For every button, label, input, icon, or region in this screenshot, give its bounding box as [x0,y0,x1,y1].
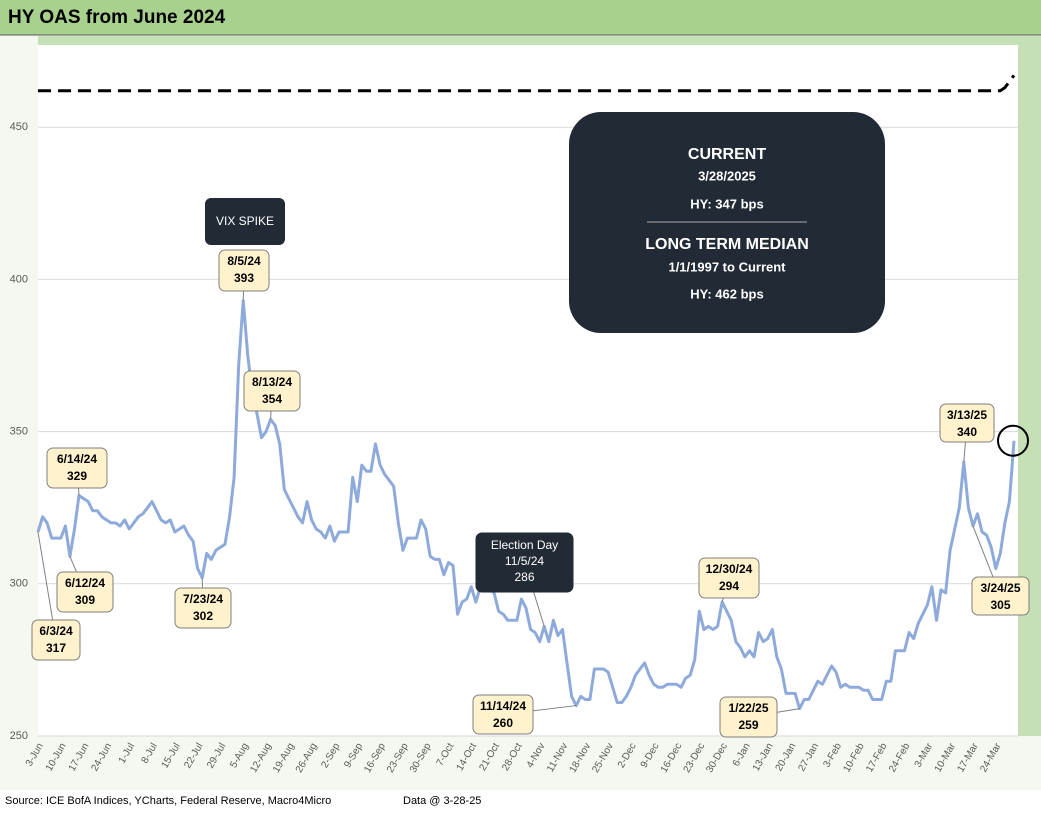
annotation-box [46,447,108,489]
annotation-date: 6/3/24 [39,624,73,638]
y-tick-label: 400 [10,273,28,285]
annotation-date: 1/22/25 [728,701,768,715]
annotation-date: 6/12/24 [65,576,105,590]
annotation-box [174,587,232,629]
annotation-box [971,576,1030,616]
y-tick-label: 350 [10,426,28,438]
vix-label: VIX SPIKE [216,214,274,228]
annotation-value: 329 [67,469,87,483]
y-tick-label: 250 [10,730,28,742]
chart-title: HY OAS from June 2024 [8,7,226,28]
annotation-value: 354 [262,392,282,406]
annotation-date: 11/5/24 [505,554,544,568]
annotation-value: 259 [738,718,758,732]
annotation-date: 3/24/25 [980,581,1020,595]
annotation-box [243,370,301,412]
annotation-box [939,403,995,443]
annotation-box [218,249,270,292]
annotation-value: 260 [493,716,513,730]
title-bar [0,0,1041,35]
annotation-value: 286 [514,570,534,584]
annotation-date: 12/30/24 [706,562,753,576]
annotation-value: 294 [719,579,739,593]
annotation-date: 8/5/24 [227,254,261,268]
axis-area [0,36,38,790]
annotation-box [719,696,778,738]
annotation-value: 309 [75,593,95,607]
y-tick-label: 450 [10,121,28,133]
annotation-box [475,532,574,593]
annotation-value: 317 [46,641,66,655]
annotation-box [472,694,534,735]
annotation-box [698,557,760,599]
info-text: HY: 347 bps [690,196,763,211]
annotation-box [56,571,114,613]
annotation-title: Election Day [491,538,558,552]
annotation-value: 340 [957,425,977,439]
annotation-value: 393 [234,271,254,285]
annotation-date: 8/13/24 [252,375,292,389]
median-line [38,74,1016,93]
data-date: Data @ 3-28-25 [403,795,481,807]
y-tick-label: 300 [10,578,28,590]
info-text: 3/28/2025 [698,168,756,183]
info-text: 1/1/1997 to Current [668,259,786,274]
info-text: CURRENT [688,146,766,163]
source: Source: ICE BofA Indices, YCharts, Feder… [5,795,331,807]
axis-area [0,736,1041,790]
info-text: LONG TERM MEDIAN [645,236,809,253]
series-line [36,299,1016,711]
annotation-box [31,619,81,661]
annotation-date: 11/14/24 [480,699,526,713]
annotation-value: 305 [990,598,1010,612]
annotation-date: 7/23/24 [183,592,223,606]
vix-box [205,198,285,245]
info-text: HY: 462 bps [690,286,763,301]
annotation-date: 3/13/25 [947,408,987,422]
annotation-date: 6/14/24 [57,452,97,466]
current-marker [997,424,1029,457]
annotation-value: 302 [193,609,213,623]
